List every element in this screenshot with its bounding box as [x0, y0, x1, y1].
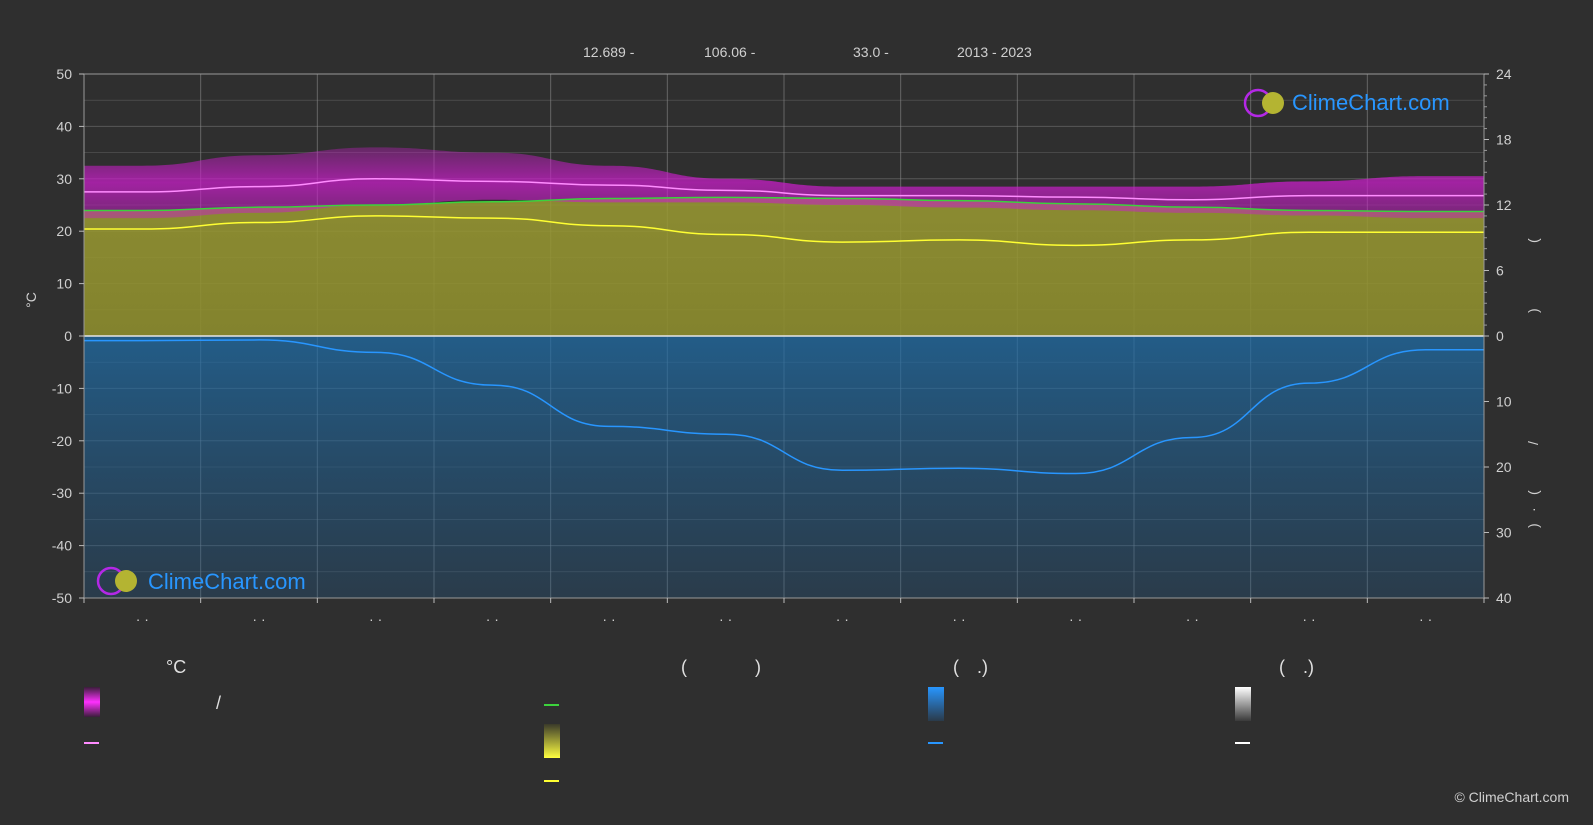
left-tick-label: -40 — [52, 538, 72, 554]
month-tick-label: · · — [1419, 611, 1432, 627]
left-tick-label: 40 — [56, 118, 72, 134]
precipitation-area — [84, 336, 1484, 598]
right-lower-tick-label: 40 — [1496, 590, 1512, 606]
data-fills — [84, 147, 1484, 598]
logo-sun-icon — [115, 570, 137, 592]
left-tick-label: -30 — [52, 485, 72, 501]
temperature-range-band — [84, 147, 1484, 219]
left-tick-label: -10 — [52, 380, 72, 396]
axes: 50 40 30 20 10 0 -10 -20 -30 -40 -50 24 18 12 6 0 10 20 30… — [52, 66, 1512, 627]
legend-col4-header-open: ( — [1279, 657, 1285, 677]
month-tick-label: · · — [486, 611, 499, 627]
right-axis-upper-bracket-open: ( — [1525, 238, 1541, 243]
copyright-text: © ClimeChart.com — [1454, 789, 1569, 805]
snow-swatch — [1235, 687, 1251, 721]
left-tick-label: 30 — [56, 171, 72, 187]
daylight-line-swatch — [544, 704, 559, 706]
legend-col2-header-open: ( — [681, 657, 687, 677]
right-lower-tick-label: 20 — [1496, 459, 1512, 475]
snow-line-swatch — [1235, 742, 1250, 744]
right-axis-lower-dot: · — [1525, 507, 1541, 512]
legend-col3-header-close: .) — [977, 657, 988, 677]
sunshine-line — [84, 215, 1484, 247]
month-tick-label: · · — [1186, 611, 1199, 627]
month-tick-label: · · — [369, 611, 382, 627]
right-lower-tick-label: 30 — [1496, 525, 1512, 541]
precipitation-line-swatch — [928, 742, 943, 744]
logo-sun-icon — [1262, 92, 1284, 114]
right-upper-tick-label: 0 — [1496, 328, 1504, 344]
precipitation-line — [83, 339, 1484, 475]
sunshine-line-swatch — [544, 780, 559, 782]
right-upper-tick-label: 18 — [1496, 132, 1512, 148]
logo-bottom: ClimeChart.com — [96, 566, 306, 596]
right-upper-tick-label: 6 — [1496, 263, 1504, 279]
left-tick-label: -50 — [52, 590, 72, 606]
month-tick-label: · · — [1069, 611, 1082, 627]
right-axis-upper-bracket-close: ) — [1525, 308, 1541, 313]
location-header: 12.689 - 106.06 - 33.0 - 2013 - 2023 — [0, 44, 1593, 62]
month-tick-label: · · — [602, 611, 615, 627]
right-lower-tick-label: 10 — [1496, 394, 1512, 410]
climate-chart: 50 40 30 20 10 0 -10 -20 -30 -40 -50 24 18 12 6 0 10 20 30… — [23, 66, 1541, 627]
sunshine-swatch — [544, 724, 560, 758]
logo-text: ClimeChart.com — [1292, 90, 1450, 115]
temperature-mean-line — [83, 178, 1484, 201]
right-upper-tick-label: 12 — [1496, 197, 1512, 213]
legend-col1-header: °C — [166, 657, 187, 677]
sunshine-area — [84, 197, 1484, 336]
month-tick-label: · · — [952, 611, 965, 627]
left-tick-label: 10 — [56, 276, 72, 292]
legend-col3-header-open: ( — [953, 657, 959, 677]
right-axis-lower-bracket-open: ( — [1525, 490, 1541, 495]
temp-mean-line-swatch — [84, 742, 99, 744]
left-tick-label: 0 — [64, 328, 72, 344]
legend-col2-header-close: ) — [755, 657, 761, 677]
month-tick-label: · · — [1302, 611, 1315, 627]
years-text: 2013 - 2023 — [957, 44, 1032, 60]
right-upper-tick-label: 24 — [1496, 66, 1512, 82]
month-tick-label: · · — [719, 611, 732, 627]
legend-col4-header-close: .) — [1303, 657, 1314, 677]
logo-top: ClimeChart.com — [1243, 88, 1450, 118]
data-lines — [83, 178, 1484, 475]
month-tick-label: · · — [136, 611, 149, 627]
longitude-text: 106.06 - — [704, 44, 756, 60]
month-tick-label: · · — [252, 611, 265, 627]
elevation-text: 33.0 - — [853, 44, 889, 60]
precipitation-swatch — [928, 687, 944, 721]
left-tick-label: 50 — [56, 66, 72, 82]
legend-col1-slash: / — [216, 693, 222, 713]
left-axis-unit: °C — [23, 292, 39, 308]
logo-text: ClimeChart.com — [148, 569, 306, 594]
latitude-text: 12.689 - — [583, 44, 635, 60]
month-tick-label: · · — [836, 611, 849, 627]
daylight-line — [84, 196, 1484, 213]
right-axis-lower-bracket-close: ) — [1525, 523, 1541, 528]
right-axis-lower-slash: / — [1525, 441, 1541, 445]
temp-range-swatch — [84, 687, 100, 717]
left-tick-label: -20 — [52, 433, 72, 449]
legend: °C / ( ) ( .) ( .) — [0, 657, 1593, 810]
left-tick-label: 20 — [56, 223, 72, 239]
